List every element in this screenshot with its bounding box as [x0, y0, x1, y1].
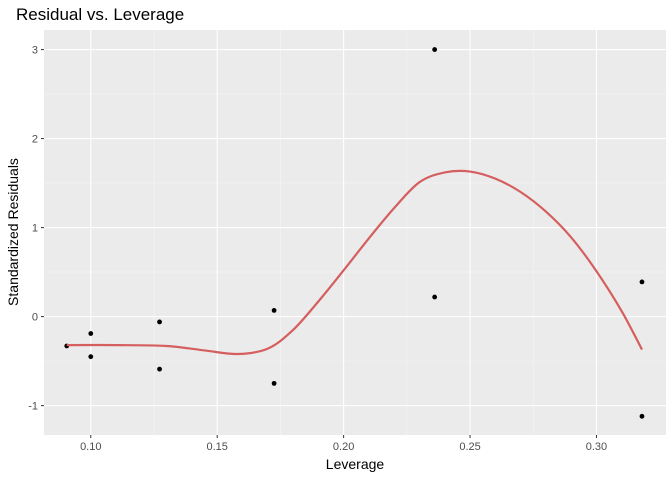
data-point: [157, 366, 162, 372]
data-point: [271, 307, 277, 313]
x-tick-label: 0.30: [586, 441, 607, 453]
data-point: [639, 413, 645, 419]
data-point: [432, 294, 438, 300]
y-axis: -1 0 1 2 3: [28, 45, 44, 413]
x-axis-title: Leverage: [326, 456, 385, 472]
data-point: [271, 380, 277, 386]
y-tick-label: 0: [32, 312, 38, 324]
data-point: [88, 354, 94, 360]
data-point: [88, 331, 94, 336]
x-tick-label: 0.10: [80, 441, 101, 453]
x-tick-label: 0.15: [206, 441, 227, 453]
major-gridlines: [44, 30, 666, 435]
y-tick-label: 1: [32, 223, 38, 235]
x-axis: 0.10 0.15 0.20 0.25 0.30: [80, 435, 607, 453]
smooth-curve: [66, 169, 643, 356]
data-points: [64, 47, 645, 419]
chart-title: Residual vs. Leverage: [16, 5, 184, 24]
x-tick-label: 0.20: [333, 441, 354, 453]
minor-gridlines: [44, 30, 666, 435]
y-tick-label: 3: [32, 45, 38, 57]
plot-panel: [44, 30, 666, 435]
y-tick-label: -1: [28, 401, 38, 413]
data-point: [639, 279, 645, 285]
y-tick-label: 2: [32, 134, 38, 146]
data-point: [157, 319, 162, 325]
data-point: [432, 47, 438, 52]
x-tick-label: 0.25: [459, 441, 480, 453]
y-axis-title: Standardized Residuals: [5, 158, 21, 306]
